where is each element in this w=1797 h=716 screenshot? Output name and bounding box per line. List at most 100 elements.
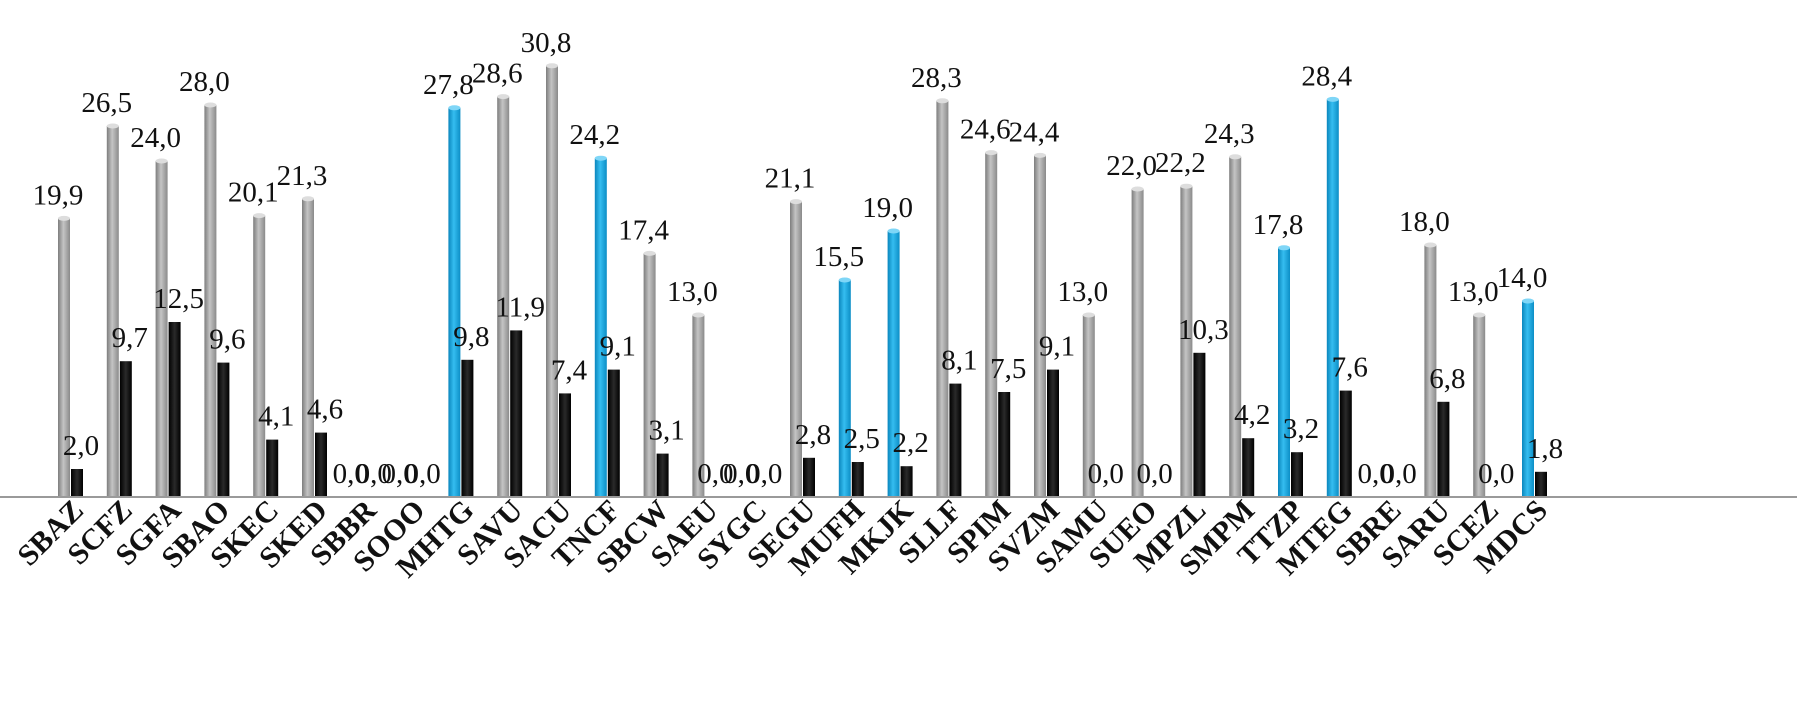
- bar-series1-mpzl: [1180, 186, 1193, 497]
- bar-series1-sueo: [1131, 189, 1144, 497]
- bar-cap-series1-sacu: [546, 63, 558, 69]
- bar-series1-mteg: [1326, 99, 1339, 498]
- value-label-series2-mpzl: 10,3: [1178, 314, 1229, 346]
- bar-series1-sgfa: [155, 161, 168, 497]
- bar-cap-series1-mpzl: [1180, 183, 1193, 189]
- bar-cap-series1-segu: [790, 199, 802, 205]
- bar-series1-scez: [1473, 315, 1486, 497]
- bar-series2-sbaz: [71, 469, 83, 497]
- bar-cap-series1-mkjk: [887, 228, 900, 234]
- bar-series1-ttzp: [1278, 247, 1290, 497]
- value-label-series1-savu: 28,6: [472, 58, 523, 90]
- value-label-series1-smpm: 24,3: [1204, 118, 1255, 150]
- value-label-series1-sooo: 0,0: [381, 458, 417, 490]
- bar-cap-series1-scez: [1473, 312, 1486, 318]
- bar-cap-series1-smpm: [1229, 154, 1242, 160]
- value-label-series2-saru: 6,8: [1429, 363, 1465, 395]
- bar-series2-sacu: [559, 393, 571, 497]
- bar-series2-scfz: [119, 361, 132, 497]
- bar-series2-sgfa: [168, 322, 181, 497]
- value-label-series1-mpzl: 22,2: [1155, 147, 1206, 179]
- value-label-series1-sueo: 22,0: [1106, 150, 1157, 182]
- value-label-series2-mteg: 7,6: [1332, 352, 1368, 384]
- bar-cap-series1-scfz: [106, 123, 119, 129]
- bar-series2-ttzp: [1291, 452, 1303, 497]
- bar-series2-tncf: [607, 369, 620, 497]
- value-label-series2-ttzp: 3,2: [1283, 413, 1319, 445]
- value-label-series1-sacu: 30,8: [521, 27, 572, 59]
- bar-cap-series1-sgfa: [155, 158, 168, 164]
- value-label-series1-sbbr: 0,0: [333, 458, 369, 490]
- value-label-series1-mhtg: 27,8: [423, 69, 474, 101]
- value-label-series2-smpm: 4,2: [1234, 399, 1270, 431]
- value-label-series1-samu: 13,0: [1057, 276, 1108, 308]
- bar-series1-sked: [302, 198, 314, 498]
- bar-cap-series1-sbaz: [58, 215, 70, 221]
- bar-series2-svzm: [1047, 369, 1059, 497]
- value-label-series2-sgfa: 12,5: [153, 283, 204, 315]
- value-label-series1-sygc: 0,0: [723, 458, 759, 490]
- value-label-series2-segu: 2,8: [795, 419, 831, 451]
- value-label-series2-sllf: 8,1: [941, 345, 977, 377]
- bar-cap-series1-sueo: [1131, 186, 1144, 192]
- value-label-series2-sbao: 9,6: [209, 324, 245, 356]
- bars-layer: [58, 63, 1547, 498]
- bar-series1-sbao: [204, 105, 217, 497]
- value-label-series2-sked: 4,6: [307, 394, 343, 426]
- bar-series2-skec: [266, 439, 279, 497]
- value-label-series1-segu: 21,1: [765, 163, 816, 195]
- bar-series1-sacu: [546, 65, 558, 498]
- value-label-series1-sbao: 28,0: [179, 66, 230, 98]
- bar-series1-saeu: [692, 315, 705, 497]
- bar-series1-mhtg: [448, 107, 461, 498]
- bar-series2-savu: [510, 330, 523, 497]
- value-label-series1-mkjk: 19,0: [862, 192, 913, 224]
- bar-series2-saru: [1437, 401, 1450, 497]
- value-label-series1-sbaz: 19,9: [33, 179, 84, 211]
- bar-series2-mpzl: [1193, 352, 1206, 497]
- value-label-series1-mdcs: 14,0: [1497, 262, 1548, 294]
- bar-series2-mdcs: [1535, 471, 1547, 497]
- value-label-series1-skec: 20,1: [228, 177, 279, 209]
- bar-series2-segu: [803, 457, 815, 497]
- value-label-series2-mkjk: 2,2: [892, 427, 928, 459]
- value-label-series2-saeu: 0,0: [697, 458, 733, 490]
- bar-series1-mkjk: [887, 231, 900, 497]
- bar-series1-sllf: [936, 100, 949, 498]
- value-label-series1-sgfa: 24,0: [130, 122, 181, 154]
- bar-series2-spim: [998, 392, 1011, 497]
- value-label-series2-scfz: 9,7: [112, 322, 148, 354]
- bar-series1-svzm: [1034, 155, 1046, 497]
- bar-series2-sbao: [217, 362, 230, 497]
- bar-series1-savu: [497, 96, 510, 497]
- value-label-series2-sbbr: 0,0: [356, 458, 392, 490]
- bar-series2-sllf: [949, 383, 962, 497]
- bar-cap-series1-saru: [1424, 242, 1437, 248]
- value-label-series1-sbre: 0,0: [1357, 458, 1393, 490]
- value-label-series1-mufh: 15,5: [813, 241, 864, 273]
- bar-cap-series1-saeu: [692, 312, 705, 318]
- value-label-series1-sked: 21,3: [277, 160, 328, 192]
- value-label-series1-saru: 18,0: [1399, 206, 1450, 238]
- bar-cap-series1-spim: [985, 150, 998, 156]
- bar-series1-mufh: [838, 280, 851, 497]
- bar-cap-series1-svzm: [1034, 152, 1046, 158]
- value-label-series2-sueo: 0,0: [1136, 458, 1172, 490]
- bar-cap-series1-sked: [302, 196, 314, 202]
- bar-cap-series1-tncf: [594, 155, 607, 161]
- value-label-series2-samu: 0,0: [1088, 458, 1124, 490]
- bar-series2-mteg: [1339, 390, 1352, 497]
- bar-series1-skec: [253, 215, 266, 497]
- value-label-series1-sbcw: 17,4: [618, 214, 669, 246]
- labels-layer: 19,9 2,0 26,5 9,7 24,0 12,5 28,0 9,6 20,1 4,1 21,3…: [33, 27, 1564, 490]
- bar-series1-spim: [985, 152, 998, 497]
- value-label-series2-sbcw: 3,1: [648, 415, 684, 447]
- bar-series2-smpm: [1242, 438, 1255, 497]
- value-label-series2-mhtg: 9,8: [453, 321, 489, 353]
- value-label-series1-spim: 24,6: [960, 114, 1011, 146]
- value-label-series2-sbaz: 2,0: [63, 430, 99, 462]
- value-label-series1-scez: 13,0: [1448, 276, 1499, 308]
- bar-cap-series1-savu: [497, 94, 510, 100]
